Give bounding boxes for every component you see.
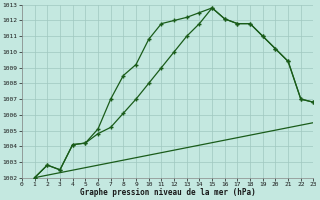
X-axis label: Graphe pression niveau de la mer (hPa): Graphe pression niveau de la mer (hPa) — [80, 188, 256, 197]
